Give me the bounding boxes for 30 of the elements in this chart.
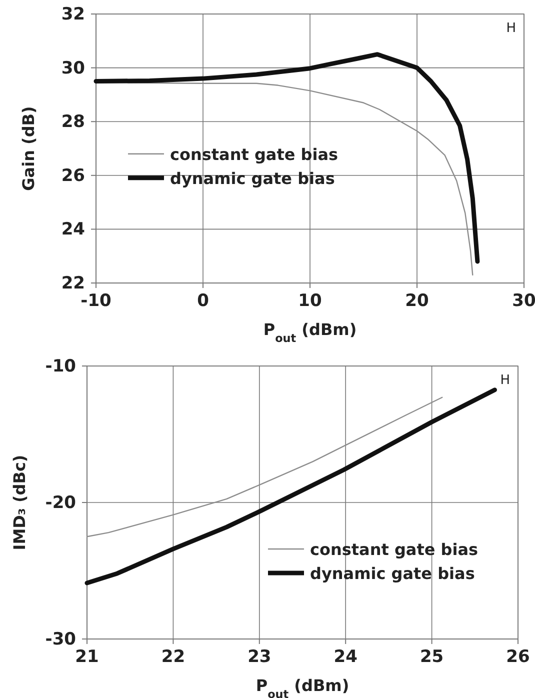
y-tick-label: -30 [45, 629, 76, 650]
y-tick-label: 26 [61, 166, 85, 186]
legend-label: constant gate bias [170, 144, 338, 164]
x-tick-label: 0 [197, 291, 210, 312]
x-tick-label: 30 [512, 291, 535, 312]
x-axis-title: P$_{out}$ (dBm) [256, 676, 350, 698]
x-tick-label: -10 [80, 291, 112, 312]
line-series [94, 52, 480, 264]
x-tick-label: 23 [248, 647, 272, 668]
annotation: H [506, 21, 516, 36]
y-tick-label: 30 [61, 58, 86, 78]
x-axis-title: P$_{out}$ (dBm) [263, 320, 357, 344]
y-tick-label: -10 [45, 356, 76, 376]
y-tick-label: 32 [61, 4, 85, 24]
annotation: H [500, 373, 510, 388]
line-series [84, 388, 497, 586]
x-tick-label: 21 [75, 647, 99, 668]
line-series [86, 396, 443, 538]
y-axis-title: Gain (dB) [19, 106, 38, 191]
x-tick-label: 20 [405, 291, 429, 312]
y-tick-label: 22 [61, 273, 85, 294]
y-tick-label: -20 [45, 492, 76, 513]
y-tick-label: 28 [61, 112, 85, 132]
y-axis-title: IMD₃ (dBc) [10, 454, 29, 550]
x-tick-label: 24 [334, 647, 358, 668]
x-tick-label: 22 [161, 647, 186, 668]
x-tick-label: 25 [420, 647, 444, 668]
y-tick-label: 24 [61, 220, 86, 240]
x-tick-label: 26 [506, 647, 530, 668]
x-tick-label: 10 [298, 291, 322, 312]
